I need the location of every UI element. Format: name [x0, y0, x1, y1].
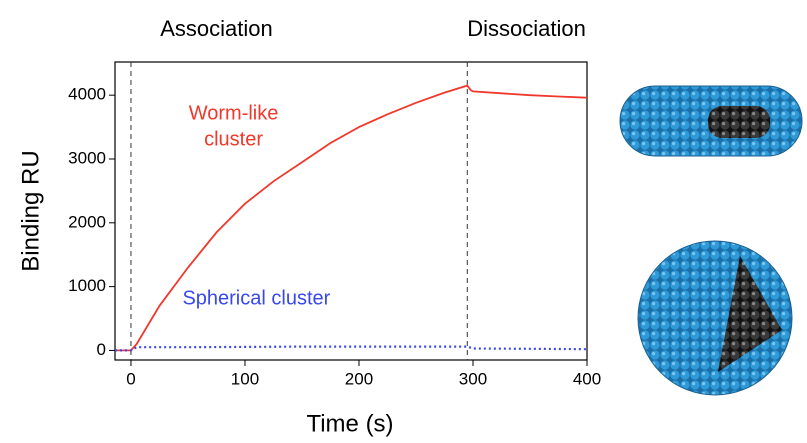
- plot-frame: [114, 61, 588, 361]
- y-tick-label: 2000: [68, 212, 106, 231]
- series-label: cluster: [204, 129, 263, 151]
- y-tick-label: 3000: [68, 148, 106, 167]
- sphere-cluster-image: [637, 240, 793, 396]
- y-axis-label: Binding RU: [17, 150, 44, 271]
- x-tick-label: 100: [231, 369, 259, 388]
- x-tick-label: 300: [459, 369, 487, 388]
- x-tick-label: 200: [345, 369, 373, 388]
- series-line: [115, 84, 588, 352]
- phase-label: Association: [160, 16, 273, 41]
- series-line: [115, 345, 588, 352]
- y-tick-label: 0: [97, 340, 106, 359]
- x-tick-label: 400: [573, 369, 601, 388]
- phase-label: Dissociation: [467, 16, 586, 41]
- x-tick-label: 0: [126, 369, 135, 388]
- x-axis-label: Time (s): [306, 410, 393, 437]
- series-label: Worm-like: [189, 103, 279, 125]
- y-tick-label: 1000: [68, 276, 106, 295]
- series-label: Spherical cluster: [182, 288, 330, 310]
- y-tick-label: 4000: [68, 85, 106, 104]
- worm-cluster-image: [619, 85, 803, 157]
